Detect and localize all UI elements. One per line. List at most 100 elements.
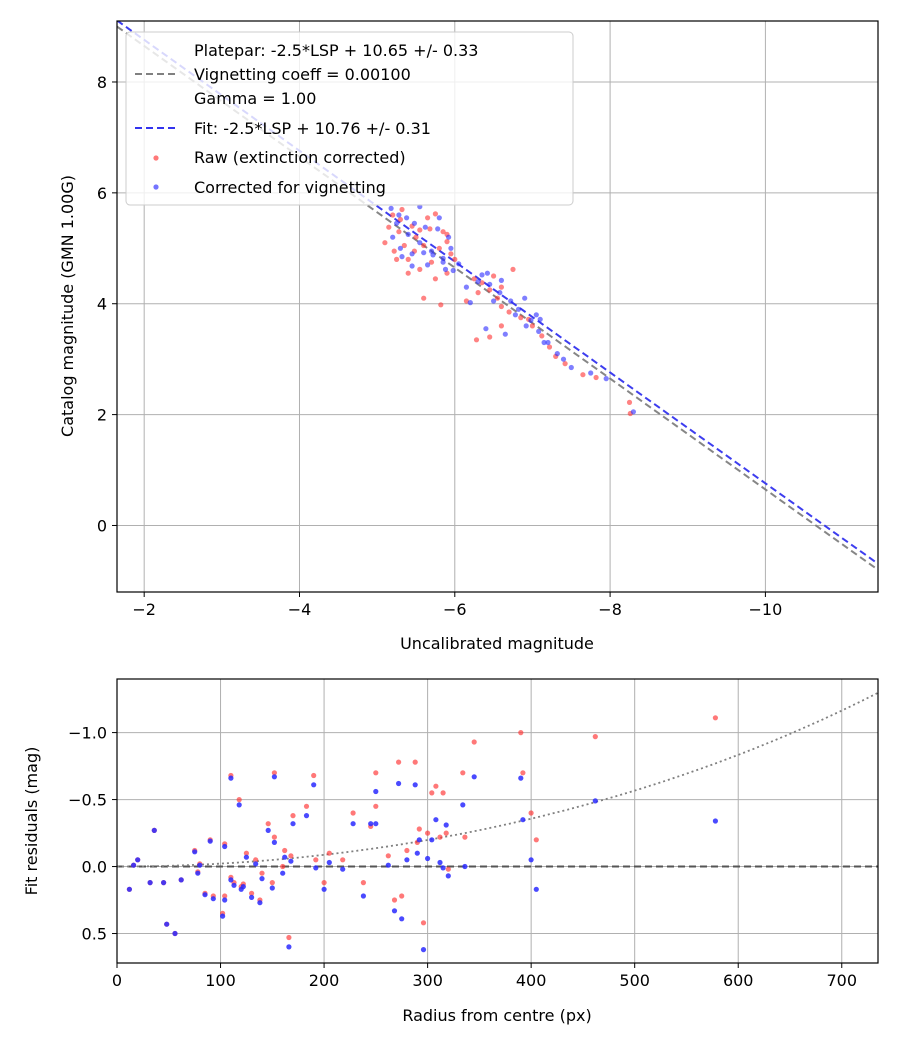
corrected-point <box>414 850 420 856</box>
raw-point <box>396 229 402 235</box>
corrected-point <box>240 884 246 890</box>
calibration-y-tick-label: 6 <box>97 184 107 203</box>
raw-point <box>440 790 446 796</box>
raw-point <box>491 273 497 279</box>
corrected-point <box>522 295 528 301</box>
corrected-point <box>528 317 534 323</box>
raw-point <box>471 739 477 745</box>
corrected-point <box>425 855 431 862</box>
calibration-y-tick-label: 2 <box>97 406 107 425</box>
raw-point <box>440 229 446 235</box>
corrected-point <box>197 862 203 868</box>
calibration-x-label: Uncalibrated magnitude <box>400 634 594 653</box>
raw-point <box>326 850 332 856</box>
corrected-point <box>303 813 310 819</box>
raw-point <box>463 298 469 304</box>
corrected-point <box>195 870 201 876</box>
raw-point <box>416 826 422 832</box>
raw-point <box>311 772 317 779</box>
raw-point <box>405 270 411 276</box>
corrected-point <box>202 892 208 898</box>
raw-point <box>405 256 411 262</box>
raw-point <box>396 759 402 765</box>
corrected-point <box>518 775 524 781</box>
raw-point <box>417 227 423 233</box>
corrected-point <box>568 364 574 371</box>
legend-raw-marker <box>153 155 159 161</box>
raw-point <box>391 897 398 903</box>
raw-point <box>518 315 524 321</box>
corrected-point <box>443 822 449 828</box>
residuals-x-label: Radius from centre (px) <box>402 1006 591 1025</box>
raw-point <box>712 715 719 721</box>
calibration-x-tick-label: −2 <box>132 600 156 619</box>
corrected-point <box>286 944 292 950</box>
corrected-point <box>394 220 400 226</box>
corrected-point <box>460 802 466 808</box>
raw-point <box>487 334 493 340</box>
raw-point <box>498 303 504 310</box>
corrected-point <box>554 351 560 357</box>
raw-point <box>390 212 396 218</box>
corrected-point <box>220 913 226 919</box>
raw-point <box>421 242 427 249</box>
raw-point <box>413 234 419 240</box>
raw-point <box>340 857 346 863</box>
corrected-point <box>360 893 366 899</box>
raw-point <box>259 870 265 876</box>
corrected-point <box>502 331 508 337</box>
raw-point <box>313 857 319 863</box>
corrected-point <box>368 821 374 827</box>
raw-point <box>528 810 534 816</box>
raw-point <box>360 880 366 886</box>
corrected-point <box>463 284 469 290</box>
corrected-point <box>405 231 411 237</box>
corrected-point <box>161 880 167 886</box>
corrected-point <box>433 817 439 823</box>
raw-point <box>303 803 310 809</box>
raw-point <box>394 256 400 262</box>
corrected-point <box>536 328 542 334</box>
corrected-point <box>228 877 234 883</box>
corrected-point <box>603 376 609 382</box>
residuals-y-tick-label: 0.5 <box>82 925 107 944</box>
corrected-point <box>429 837 435 843</box>
raw-point <box>471 276 477 282</box>
raw-point <box>425 215 431 221</box>
corrected-point <box>222 897 228 903</box>
raw-point <box>539 333 545 339</box>
residuals-x-tick-label: 200 <box>309 971 340 990</box>
corrected-point <box>126 886 132 892</box>
calibration-y-label: Catalog magnitude (GMN 1.00G) <box>58 175 77 437</box>
corrected-point <box>178 877 184 883</box>
raw-point <box>412 759 418 765</box>
raw-point <box>236 797 242 803</box>
corrected-point <box>422 224 428 230</box>
corrected-point <box>172 930 178 937</box>
corrected-point <box>164 921 170 927</box>
residuals-y-tick-label: 0.0 <box>82 858 107 877</box>
residuals-points <box>126 715 719 953</box>
raw-point <box>487 287 493 293</box>
corrected-point <box>271 839 277 846</box>
raw-point <box>243 850 249 856</box>
corrected-point <box>231 882 237 888</box>
raw-point <box>417 266 423 272</box>
raw-point <box>533 837 539 843</box>
raw-point <box>382 240 388 246</box>
legend-label-platepar: Platepar: -2.5*LSP + 10.65 +/- 0.33 <box>194 41 478 60</box>
corrected-point <box>420 947 427 953</box>
corrected-point <box>131 862 137 868</box>
corrected-point <box>257 900 263 906</box>
corrected-point <box>313 865 319 871</box>
corrected-point <box>588 370 594 376</box>
raw-point <box>428 259 435 265</box>
corrected-point <box>428 248 435 254</box>
residuals-y-label: Fit residuals (mag) <box>22 747 41 896</box>
corrected-point <box>537 316 543 322</box>
raw-point <box>399 206 405 213</box>
raw-point <box>373 803 379 809</box>
residuals-x-tick-label: 400 <box>516 971 547 990</box>
raw-point <box>443 830 449 836</box>
